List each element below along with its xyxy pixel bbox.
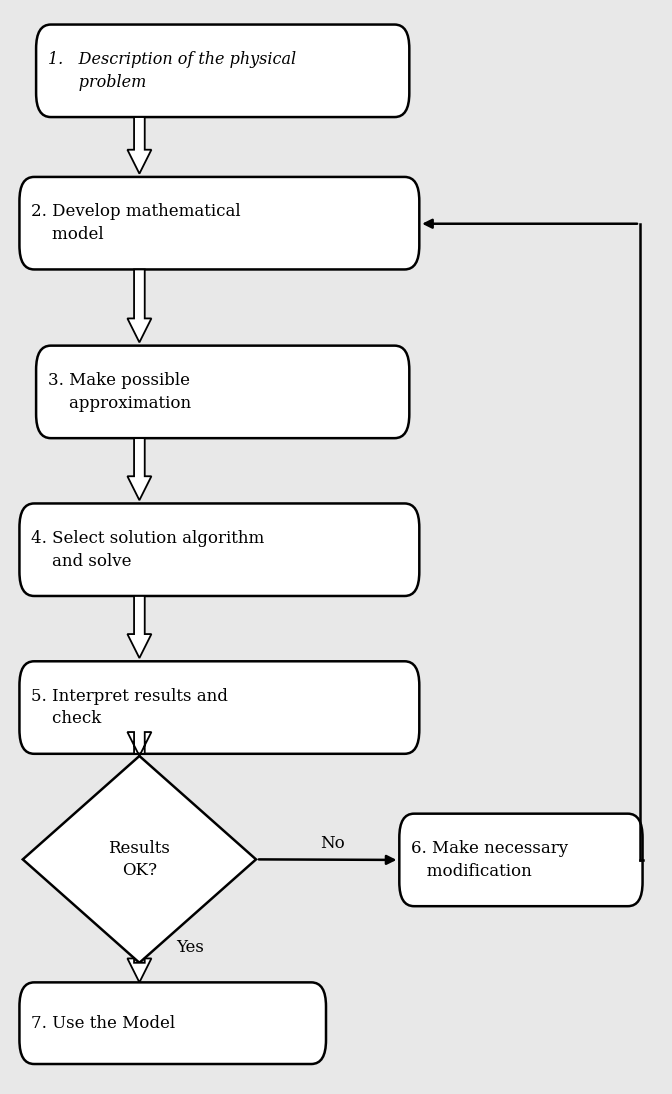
Text: 1.   Description of the physical
      problem: 1. Description of the physical problem: [48, 51, 296, 91]
FancyBboxPatch shape: [36, 24, 409, 117]
Polygon shape: [128, 439, 151, 500]
FancyBboxPatch shape: [19, 982, 326, 1064]
Text: No: No: [321, 835, 345, 851]
Text: 3. Make possible
    approximation: 3. Make possible approximation: [48, 372, 192, 411]
Text: Yes: Yes: [176, 939, 204, 956]
Polygon shape: [128, 958, 151, 982]
FancyBboxPatch shape: [19, 177, 419, 269]
Text: Results
OK?: Results OK?: [108, 840, 170, 878]
FancyBboxPatch shape: [19, 661, 419, 754]
Text: 7. Use the Model: 7. Use the Model: [32, 1015, 175, 1032]
Polygon shape: [128, 732, 151, 756]
FancyBboxPatch shape: [399, 814, 642, 906]
Polygon shape: [128, 117, 151, 174]
Polygon shape: [128, 596, 151, 657]
FancyBboxPatch shape: [19, 503, 419, 596]
Polygon shape: [23, 756, 256, 963]
Text: 2. Develop mathematical
    model: 2. Develop mathematical model: [32, 203, 241, 243]
FancyBboxPatch shape: [36, 346, 409, 439]
Text: 5. Interpret results and
    check: 5. Interpret results and check: [32, 688, 228, 728]
Text: 4. Select solution algorithm
    and solve: 4. Select solution algorithm and solve: [32, 529, 265, 570]
Polygon shape: [128, 269, 151, 342]
Text: 6. Make necessary
   modification: 6. Make necessary modification: [411, 840, 569, 880]
